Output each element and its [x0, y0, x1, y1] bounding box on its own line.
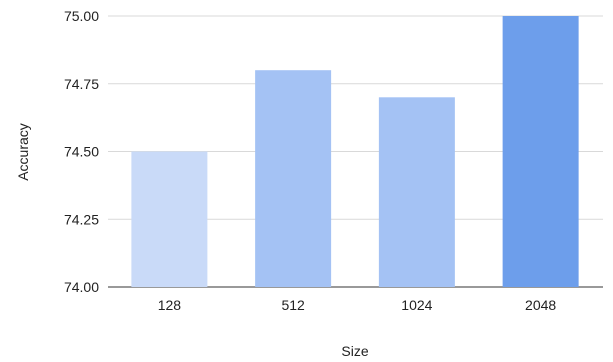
x-tick-label: 128 — [158, 297, 182, 313]
bar-2048 — [502, 16, 579, 287]
bar-1024 — [378, 97, 455, 287]
x-tick-label: 1024 — [401, 297, 432, 313]
x-tick-label: 512 — [281, 297, 305, 313]
y-tick-label: 74.50 — [64, 144, 99, 160]
y-tick-label: 74.25 — [64, 211, 99, 227]
bar-512 — [255, 70, 332, 287]
y-tick-label: 75.00 — [64, 8, 99, 24]
y-tick-label: 74.00 — [64, 279, 99, 295]
bar-128 — [131, 151, 208, 287]
x-axis-ticks: 128 512 1024 2048 — [158, 297, 557, 313]
x-tick-label: 2048 — [525, 297, 556, 313]
y-axis-title: Accuracy — [15, 123, 31, 181]
y-axis-ticks: 74.00 74.25 74.50 74.75 75.00 — [64, 8, 99, 295]
bars — [131, 16, 579, 287]
y-tick-label: 74.75 — [64, 76, 99, 92]
x-axis-title: Size — [341, 343, 368, 359]
